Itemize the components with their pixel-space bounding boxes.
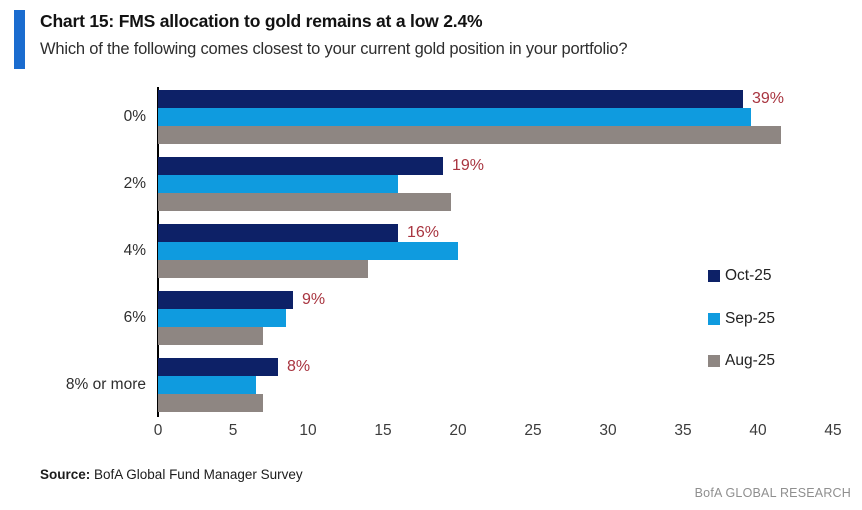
bar-sep-25-4 — [158, 242, 458, 260]
x-tick-30: 30 — [599, 422, 617, 439]
bar-oct-25-2 — [158, 157, 443, 175]
bar-aug-25-8-or-more — [158, 394, 263, 412]
bar-sep-25-0 — [158, 108, 751, 126]
chart-title: Chart 15: FMS allocation to gold remains… — [40, 11, 483, 31]
x-tick-0: 0 — [153, 422, 163, 439]
source-text: BofA Global Fund Manager Survey — [90, 467, 303, 482]
category-label-6: 6% — [123, 309, 146, 326]
category-label-8-or-more: 8% or more — [65, 376, 146, 393]
source-line: Source: BofA Global Fund Manager Survey — [40, 467, 303, 482]
x-tick-45: 45 — [824, 422, 842, 439]
x-tick-10: 10 — [299, 422, 317, 439]
x-tick-40: 40 — [749, 422, 767, 439]
bar-aug-25-0 — [158, 126, 781, 144]
legend-label-aug-25: Aug-25 — [725, 352, 775, 369]
bar-sep-25-8-or-more — [158, 376, 256, 394]
bar-oct-25-8-or-more — [158, 358, 278, 376]
category-label-0: 0% — [123, 108, 146, 125]
chart-subtitle: Which of the following comes closest to … — [40, 40, 628, 58]
bar-oct-25-4 — [158, 224, 398, 242]
data-label-2: 19% — [452, 157, 485, 174]
bar-sep-25-6 — [158, 309, 286, 327]
bar-sep-25-2 — [158, 175, 398, 193]
bar-oct-25-0 — [158, 90, 743, 108]
bar-aug-25-6 — [158, 327, 263, 345]
legend-swatch-sep-25 — [708, 312, 720, 325]
bar-oct-25-6 — [158, 291, 293, 309]
legend-label-sep-25: Sep-25 — [725, 309, 775, 327]
bofa-global-research-brand: BofA GLOBAL RESEARCH — [694, 486, 851, 500]
legend-swatch-oct-25 — [708, 270, 720, 282]
source-label: Source: — [40, 467, 91, 482]
legend-swatch-aug-25 — [708, 355, 720, 367]
x-tick-5: 5 — [228, 422, 238, 439]
x-tick-35: 35 — [674, 422, 692, 439]
data-label-4: 16% — [407, 224, 440, 241]
legend-item-oct-25: Oct-25 — [708, 267, 772, 285]
bar-aug-25-2 — [158, 193, 451, 211]
title-accent-bar — [14, 10, 25, 69]
data-label-6: 9% — [302, 291, 326, 308]
x-tick-20: 20 — [449, 422, 467, 439]
data-label-0: 39% — [752, 90, 785, 107]
legend-item-sep-25: Sep-25 — [708, 310, 775, 328]
legend-label-oct-25: Oct-25 — [725, 267, 772, 284]
legend-item-aug-25: Aug-25 — [708, 352, 775, 370]
gold-allocation-bar-chart: 0% 39% 2% 19% 4% 16% 6% 9% 8% or more 8% 0 5 10 15 20… — [0, 84, 862, 454]
bar-aug-25-4 — [158, 260, 368, 278]
data-label-8-or-more: 8% — [287, 358, 311, 375]
category-label-4: 4% — [123, 242, 146, 259]
x-tick-25: 25 — [524, 422, 542, 439]
category-label-2: 2% — [123, 175, 146, 192]
x-tick-15: 15 — [374, 422, 392, 439]
